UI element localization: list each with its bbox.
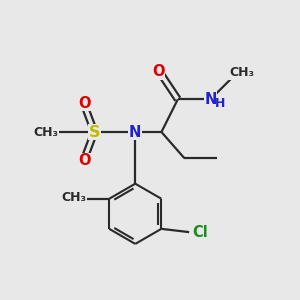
Text: O: O — [78, 153, 91, 168]
Text: N: N — [204, 92, 217, 107]
Text: CH₃: CH₃ — [34, 125, 58, 139]
Text: O: O — [152, 64, 164, 79]
Text: CH₃: CH₃ — [229, 66, 254, 79]
Text: O: O — [78, 96, 91, 111]
Text: N: N — [129, 124, 142, 140]
Text: H: H — [214, 97, 225, 110]
Text: Cl: Cl — [193, 225, 208, 240]
Text: S: S — [88, 124, 100, 140]
Text: CH₃: CH₃ — [62, 190, 87, 204]
